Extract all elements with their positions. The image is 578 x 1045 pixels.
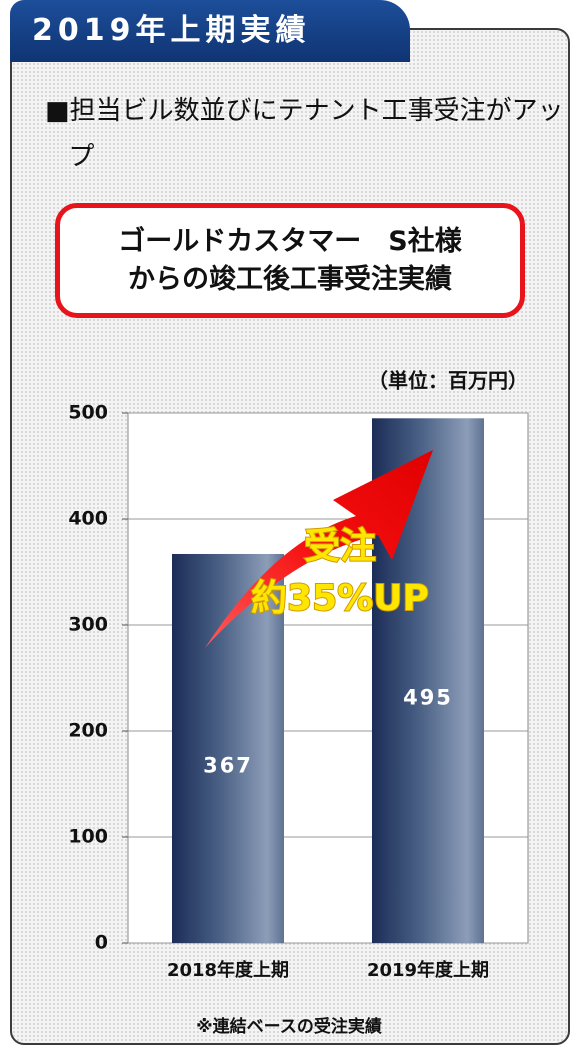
y-tick-label: 300 — [68, 614, 108, 636]
x-tick-label: 2019年度上期 — [367, 959, 489, 981]
y-tick-label: 500 — [68, 402, 108, 424]
annotation: 約35%UP — [251, 578, 429, 619]
y-tick-label: 400 — [68, 508, 108, 530]
data-label: 367 — [203, 753, 253, 777]
bullet-text: ■担当ビル数並びにテナント工事受注がアップ — [45, 96, 564, 172]
header-title: 2019年上期実績 — [10, 0, 410, 62]
unit-label: （単位：百万円） — [368, 369, 528, 393]
annotation: 受注 — [304, 526, 376, 567]
callout-line: ゴールドカスタマー S社様 — [118, 226, 462, 257]
arrow — [205, 450, 433, 648]
y-tick-label: 100 — [68, 826, 108, 848]
x-tick-label: 2018年度上期 — [167, 959, 289, 981]
callout: ゴールドカスタマー S社様 からの竣工後工事受注実績 — [55, 203, 525, 318]
y-tick-label: 200 — [68, 720, 108, 742]
footnote: ※連結ベースの受注実績 — [196, 1016, 382, 1037]
callout-line: からの竣工後工事受注実績 — [128, 264, 452, 295]
y-tick-label: 0 — [95, 932, 108, 954]
data-label: 495 — [403, 686, 453, 710]
